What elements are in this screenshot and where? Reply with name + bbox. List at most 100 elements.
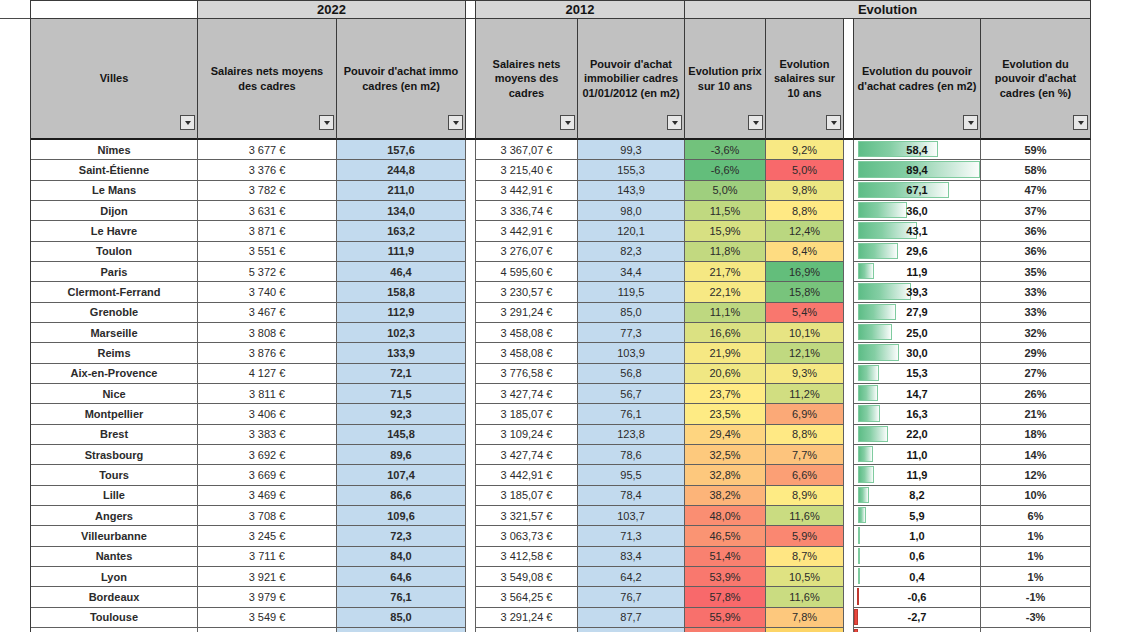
filter-dropdown-button[interactable]	[448, 115, 463, 130]
cell-evolution-pouvoir-achat-m2[interactable]: 36,0	[854, 201, 981, 221]
cell-salaires-2022[interactable]: 3 376 €	[198, 160, 337, 180]
cell-salaires-2022[interactable]: 3 808 €	[198, 323, 337, 343]
cell-pouvoir-achat-2012[interactable]: 103,9	[578, 343, 685, 363]
cell-ville[interactable]: Toulon	[31, 242, 198, 262]
cell-evolution-salaires[interactable]: 8,4%	[766, 242, 844, 262]
cell-ville[interactable]: Saint-Étienne	[31, 160, 198, 180]
column-header-villes[interactable]: Villes	[31, 19, 198, 140]
cell-salaires-2022[interactable]: 3 467 €	[198, 303, 337, 323]
cell-pouvoir-achat-2022[interactable]: 86,6	[337, 486, 466, 506]
cell-pouvoir-achat-2012[interactable]: 82,3	[578, 242, 685, 262]
cell-evolution-pouvoir-achat-pct[interactable]: 1%	[981, 567, 1091, 587]
cell-evolution-pouvoir-achat-pct[interactable]: 47%	[981, 181, 1091, 201]
cell-ville[interactable]	[31, 628, 198, 632]
cell-salaires-2022[interactable]: 3 406 €	[198, 404, 337, 424]
cell-ville[interactable]: Clermont-Ferrand	[31, 282, 198, 302]
cell-evolution-pouvoir-achat-m2[interactable]: 58,4	[854, 140, 981, 160]
cell-evolution-prix[interactable]: 32,8%	[685, 465, 766, 485]
cell-salaires-2012[interactable]: 3 412,58 €	[476, 547, 578, 567]
cell-evolution-pouvoir-achat-pct[interactable]: 59%	[981, 140, 1091, 160]
cell-ville[interactable]: Le Havre	[31, 221, 198, 241]
cell-evolution-pouvoir-achat-pct[interactable]: 26%	[981, 384, 1091, 404]
cell-evolution-salaires[interactable]: 6,9%	[766, 404, 844, 424]
cell-salaires-2022[interactable]: 3 711 €	[198, 547, 337, 567]
cell-salaires-2022[interactable]: 3 677 €	[198, 140, 337, 160]
cell-evolution-salaires[interactable]: 9,8%	[766, 181, 844, 201]
cell-salaires-2012[interactable]: 3 230,57 €	[476, 282, 578, 302]
filter-dropdown-button[interactable]	[826, 115, 841, 130]
cell-evolution-pouvoir-achat-m2[interactable]: 0,4	[854, 567, 981, 587]
cell-ville[interactable]: Toulouse	[31, 608, 198, 628]
cell-pouvoir-achat-2012[interactable]: 71,3	[578, 526, 685, 546]
cell-pouvoir-achat-2022[interactable]: 64,6	[337, 567, 466, 587]
cell-ville[interactable]: Brest	[31, 425, 198, 445]
filter-dropdown-button[interactable]	[748, 115, 763, 130]
cell-salaires-2022[interactable]: 3 692 €	[198, 445, 337, 465]
cell-pouvoir-achat-2022[interactable]: 71,5	[337, 384, 466, 404]
cell-evolution-salaires[interactable]	[766, 628, 844, 632]
cell-pouvoir-achat-2012[interactable]: 56,7	[578, 384, 685, 404]
cell-evolution-pouvoir-achat-pct[interactable]: 58%	[981, 160, 1091, 180]
cell-evolution-prix[interactable]: 51,4%	[685, 547, 766, 567]
column-header-pouvoir-achat-2022[interactable]: Pouvoir d'achat immo cadres (en m2)	[337, 19, 466, 140]
cell-pouvoir-achat-2022[interactable]: 76,1	[337, 587, 466, 607]
cell-salaires-2012[interactable]: 3 109,24 €	[476, 425, 578, 445]
cell-evolution-prix[interactable]: 53,9%	[685, 567, 766, 587]
cell-pouvoir-achat-2012[interactable]: 120,1	[578, 221, 685, 241]
cell-evolution-salaires[interactable]: 5,0%	[766, 160, 844, 180]
cell-evolution-pouvoir-achat-pct[interactable]: -1%	[981, 587, 1091, 607]
cell-evolution-salaires[interactable]: 8,8%	[766, 425, 844, 445]
cell-salaires-2022[interactable]: 3 782 €	[198, 181, 337, 201]
cell-ville[interactable]: Paris	[31, 262, 198, 282]
cell-pouvoir-achat-2022[interactable]: 89,6	[337, 445, 466, 465]
cell-evolution-pouvoir-achat-pct[interactable]: 37%	[981, 201, 1091, 221]
column-header-evolution-pouvoir-achat-pct[interactable]: Evolution du pouvoir d'achat cadres (en …	[981, 19, 1091, 140]
cell-evolution-prix[interactable]: 21,7%	[685, 262, 766, 282]
cell-salaires-2012[interactable]: 3 458,08 €	[476, 323, 578, 343]
cell-evolution-salaires[interactable]: 8,9%	[766, 486, 844, 506]
cell-salaires-2022[interactable]: 3 979 €	[198, 587, 337, 607]
cell-pouvoir-achat-2012[interactable]: 103,7	[578, 506, 685, 526]
cell-salaires-2022[interactable]: 3 383 €	[198, 425, 337, 445]
cell-evolution-pouvoir-achat-m2[interactable]: 25,0	[854, 323, 981, 343]
cell-evolution-pouvoir-achat-m2[interactable]	[854, 628, 981, 632]
cell-salaires-2022[interactable]: 3 876 €	[198, 343, 337, 363]
cell-evolution-pouvoir-achat-m2[interactable]: 8,2	[854, 486, 981, 506]
filter-dropdown-button[interactable]	[180, 115, 195, 130]
cell-ville[interactable]: Villeurbanne	[31, 526, 198, 546]
cell-pouvoir-achat-2012[interactable]: 119,5	[578, 282, 685, 302]
cell-pouvoir-achat-2012[interactable]: 34,4	[578, 262, 685, 282]
cell-evolution-pouvoir-achat-pct[interactable]	[981, 628, 1091, 632]
cell-pouvoir-achat-2022[interactable]: 163,2	[337, 221, 466, 241]
cell-pouvoir-achat-2022[interactable]: 111,9	[337, 242, 466, 262]
cell-evolution-pouvoir-achat-m2[interactable]: 30,0	[854, 343, 981, 363]
cell-evolution-pouvoir-achat-m2[interactable]: 16,3	[854, 404, 981, 424]
cell-evolution-prix[interactable]: 11,1%	[685, 303, 766, 323]
cell-evolution-prix[interactable]: 29,4%	[685, 425, 766, 445]
cell-pouvoir-achat-2012[interactable]: 76,1	[578, 404, 685, 424]
cell-evolution-pouvoir-achat-pct[interactable]: 18%	[981, 425, 1091, 445]
cell-evolution-prix[interactable]: 5,0%	[685, 181, 766, 201]
cell-ville[interactable]: Lille	[31, 486, 198, 506]
cell-salaires-2012[interactable]: 3 442,91 €	[476, 181, 578, 201]
cell-salaires-2022[interactable]: 3 669 €	[198, 465, 337, 485]
cell-evolution-pouvoir-achat-pct[interactable]: 33%	[981, 282, 1091, 302]
cell-pouvoir-achat-2012[interactable]: 98,0	[578, 201, 685, 221]
cell-evolution-salaires[interactable]: 10,1%	[766, 323, 844, 343]
column-header-evolution-prix[interactable]: Evolution prix sur 10 ans	[685, 19, 766, 140]
cell-ville[interactable]: Le Mans	[31, 181, 198, 201]
cell-evolution-pouvoir-achat-m2[interactable]: 27,9	[854, 303, 981, 323]
cell-pouvoir-achat-2022[interactable]	[337, 628, 466, 632]
cell-ville[interactable]: Nice	[31, 384, 198, 404]
cell-pouvoir-achat-2012[interactable]: 143,9	[578, 181, 685, 201]
cell-pouvoir-achat-2022[interactable]: 107,4	[337, 465, 466, 485]
cell-salaires-2022[interactable]: 5 372 €	[198, 262, 337, 282]
cell-evolution-prix[interactable]: 20,6%	[685, 364, 766, 384]
cell-salaires-2012[interactable]: 4 595,60 €	[476, 262, 578, 282]
filter-dropdown-button[interactable]	[963, 115, 978, 130]
cell-ville[interactable]: Nantes	[31, 547, 198, 567]
cell-pouvoir-achat-2022[interactable]: 244,8	[337, 160, 466, 180]
cell-pouvoir-achat-2022[interactable]: 211,0	[337, 181, 466, 201]
cell-evolution-salaires[interactable]: 6,6%	[766, 465, 844, 485]
cell-salaires-2012[interactable]: 3 291,24 €	[476, 608, 578, 628]
